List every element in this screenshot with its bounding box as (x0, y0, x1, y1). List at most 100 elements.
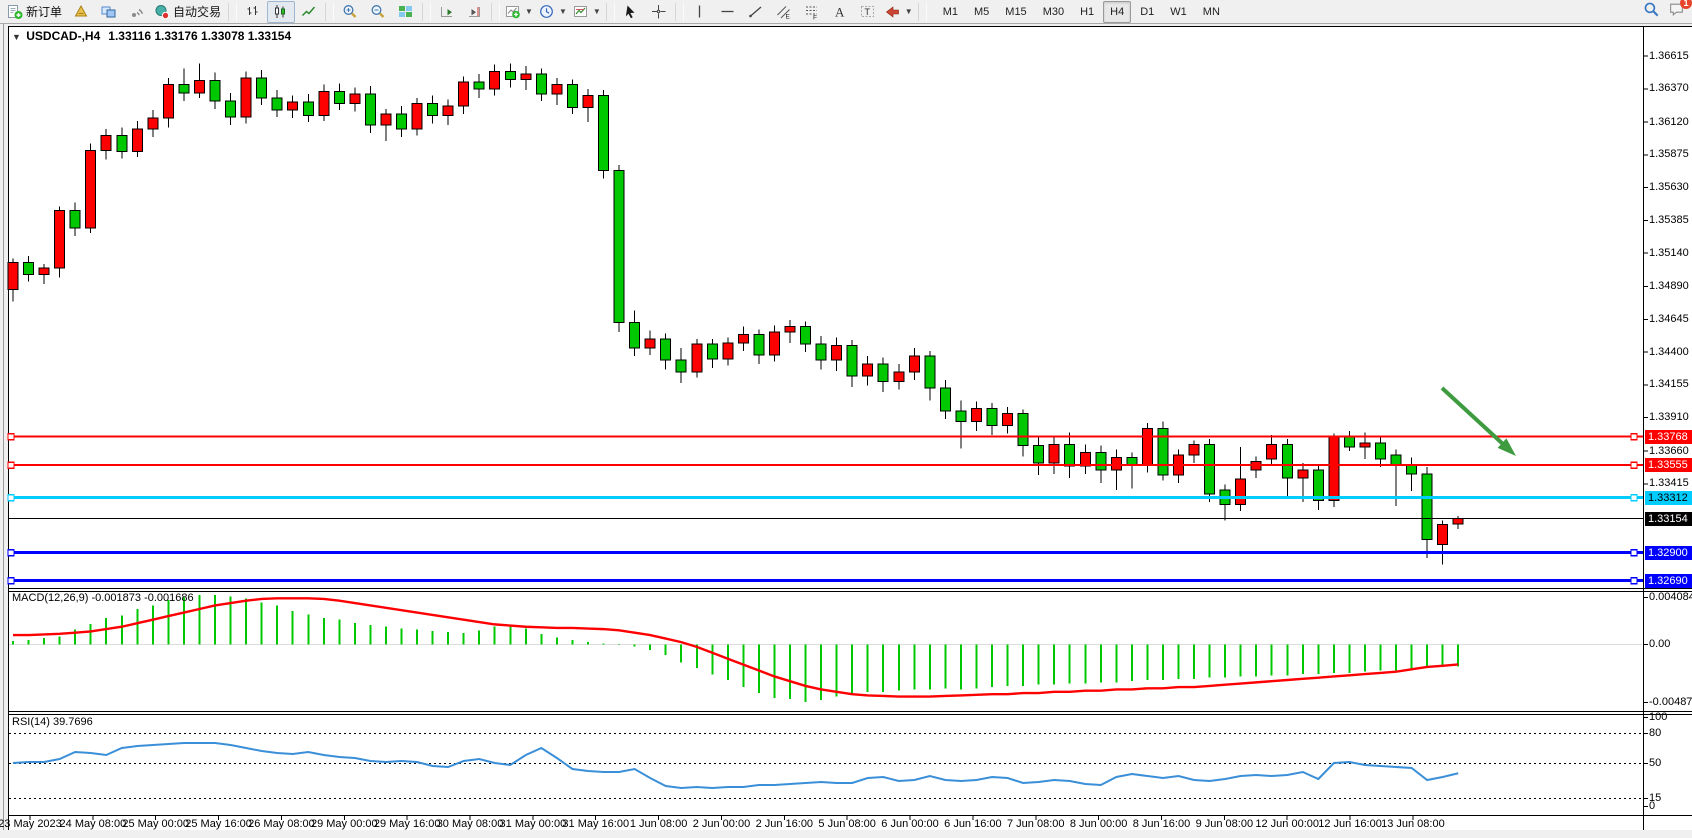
chevron-down-icon: ▼ (525, 7, 533, 16)
templates-icon (573, 4, 589, 20)
trendline-button[interactable] (742, 1, 770, 23)
line-handle[interactable] (1630, 493, 1638, 502)
notification-badge: 1 (1680, 0, 1692, 9)
rsi-axis-label: 80 (1649, 726, 1662, 739)
candlestick-mode-button[interactable] (267, 0, 296, 23)
line-handle[interactable] (1630, 432, 1638, 441)
candle-body (1437, 524, 1449, 546)
candle-body (1266, 443, 1278, 460)
timeframe-m15-button[interactable]: M15 (1005, 5, 1027, 18)
timeframe-h4-button[interactable]: H4 (1103, 0, 1132, 23)
line-handle[interactable] (7, 461, 15, 469)
line-handle[interactable] (7, 577, 15, 585)
line-handle[interactable] (1630, 461, 1638, 469)
price-tick-label: 1.34890 (1649, 280, 1689, 293)
candle-body (1141, 427, 1153, 465)
zoom-in-button[interactable] (336, 1, 364, 23)
periods-button[interactable]: ▼ (536, 1, 570, 23)
arrows-button[interactable]: ▼ (882, 1, 916, 23)
new-order-label: 新订单 (26, 5, 63, 19)
timeframe-m1-button[interactable]: M1 (942, 5, 958, 18)
navigator-button[interactable] (95, 1, 123, 23)
timeframe-h1-button[interactable]: H1 (1080, 5, 1095, 18)
candle-body (598, 94, 610, 171)
candle-body (1064, 443, 1076, 467)
new-order-button[interactable]: 新订单 (4, 1, 67, 23)
price-tick-label: 1.35140 (1649, 246, 1689, 259)
candle-body (1002, 413, 1014, 427)
window-bottom-border (0, 830, 1692, 838)
vertical-line-button[interactable] (686, 1, 714, 23)
macd-indicator-label: MACD(12,26,9) -0.001873 -0.001686 (12, 592, 194, 604)
timeframe-w1-button[interactable]: W1 (1170, 5, 1187, 18)
arrow-annotation[interactable] (1440, 386, 1507, 448)
cursor-button[interactable] (617, 1, 645, 23)
new-order-icon (7, 4, 23, 20)
crosshair-icon (651, 4, 667, 20)
arrow-annotation-head[interactable] (1497, 438, 1516, 456)
fibonacci-icon: F (804, 4, 820, 20)
candle-body (473, 81, 485, 90)
candle-body (862, 363, 874, 377)
auto-trading-button[interactable]: 自动交易 (151, 1, 226, 23)
line-handle[interactable] (7, 432, 15, 441)
notifications-icon[interactable]: 1 (1668, 0, 1692, 23)
horizontal-line-button[interactable] (714, 1, 742, 23)
line-handle[interactable] (1630, 577, 1638, 585)
signals-button[interactable] (123, 1, 151, 23)
candle-body (815, 343, 827, 361)
templates-button[interactable]: ▼ (570, 1, 604, 23)
price-tick-label: 1.35630 (1649, 181, 1689, 194)
text-button[interactable]: A (826, 1, 854, 23)
zoom-out-button[interactable] (364, 1, 392, 23)
line-handle[interactable] (1630, 548, 1638, 557)
price-tick-label: 1.33660 (1649, 444, 1689, 457)
chevron-down-icon: ▼ (592, 7, 601, 16)
periods-icon (539, 4, 555, 20)
search-icon[interactable] (1643, 1, 1660, 23)
candle-body (287, 101, 299, 111)
candle-body (939, 387, 951, 412)
line-handle[interactable] (7, 493, 15, 502)
indicators-button[interactable]: ▼ (502, 1, 536, 23)
window-left-border (3, 24, 4, 836)
tile-windows-button[interactable] (392, 1, 420, 23)
price-tick-label: 1.36120 (1649, 115, 1689, 128)
candle-body (535, 73, 547, 95)
toolbar-separator (422, 2, 432, 21)
price-tick-label: 1.34400 (1649, 345, 1689, 358)
text-label-button[interactable]: T (854, 1, 882, 23)
candle-body (691, 343, 703, 373)
macd-axis-label: 0.004084 (1649, 590, 1692, 603)
timeframe-mn-button[interactable]: MN (1202, 5, 1220, 18)
macd-axis-label: -0.004872 (1649, 695, 1692, 708)
trendline-icon (748, 4, 764, 20)
line-handle[interactable] (7, 548, 15, 557)
candle-body (209, 80, 221, 102)
bar-chart-mode-button[interactable] (239, 1, 267, 23)
time-axis-label: 2 Jun 00:00 (692, 818, 751, 830)
rsi-axis-label: 100 (1649, 710, 1668, 723)
candle-body (38, 267, 50, 276)
equidistant-channel-button[interactable]: E (770, 1, 798, 23)
price-tick-label: 1.34645 (1649, 312, 1689, 325)
candle-body (1126, 457, 1138, 465)
chart-shift-button[interactable] (461, 1, 489, 23)
price-tick-label: 1.34155 (1649, 378, 1689, 391)
one-click-trading-toggle[interactable]: ▼ (12, 32, 21, 42)
time-axis-label: 9 Jun 08:00 (1195, 818, 1254, 830)
candle-body (660, 338, 672, 361)
candle-body (551, 84, 563, 95)
crosshair-button[interactable] (645, 1, 673, 23)
market-watch-button[interactable] (67, 1, 95, 23)
auto-scroll-button[interactable] (433, 1, 461, 23)
navigator-icon (101, 4, 117, 20)
timeframe-d1-button[interactable]: D1 (1140, 5, 1155, 18)
candle-body (240, 77, 252, 118)
fibonacci-button[interactable]: F (798, 1, 826, 23)
timeframe-m5-button[interactable]: M5 (974, 5, 990, 18)
timeframe-m30-button[interactable]: M30 (1042, 5, 1065, 18)
line-chart-mode-button[interactable] (295, 1, 323, 23)
